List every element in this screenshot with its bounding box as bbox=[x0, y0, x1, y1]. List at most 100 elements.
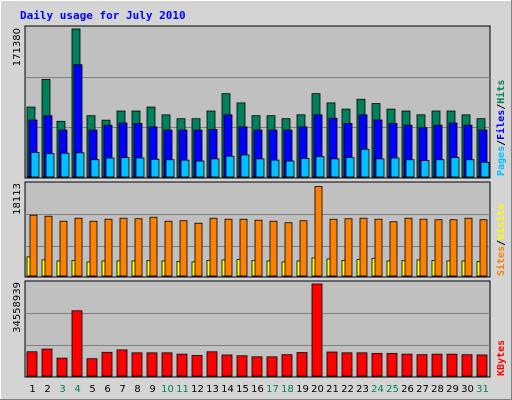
bar-kbytes-day-8 bbox=[131, 352, 143, 377]
bar-pages-day-14 bbox=[225, 155, 235, 178]
bar-pages-day-6 bbox=[105, 157, 115, 178]
bar-kbytes-day-16 bbox=[251, 356, 263, 377]
bar-kbytes-day-27 bbox=[416, 354, 428, 377]
bar-pages-day-11 bbox=[180, 159, 190, 178]
legend-pages: Pages bbox=[496, 146, 507, 176]
bar-kbytes-day-30 bbox=[461, 354, 473, 377]
bar-kbytes-day-31 bbox=[476, 354, 488, 377]
legend-visits: Visits bbox=[495, 204, 507, 240]
bar-pages-day-28 bbox=[435, 159, 445, 178]
x-axis-labels: 1 2 3 4 5 6 7 8 9 10 11 12 13 14 15 16 17 18 19 20 21 22 23 24 2… bbox=[29, 384, 489, 395]
bar-kbytes-day-17 bbox=[266, 356, 278, 377]
chart-title: Daily usage for July 2010 bbox=[20, 9, 186, 22]
bar-sites-day-16 bbox=[254, 219, 263, 277]
bar-sites-day-7 bbox=[119, 217, 128, 277]
bar-pages-day-29 bbox=[450, 157, 460, 178]
bar-sites-day-15 bbox=[239, 218, 248, 277]
bar-sites-day-13 bbox=[209, 217, 218, 277]
bar-sites-day-3 bbox=[59, 220, 68, 277]
bar-kbytes-day-10 bbox=[161, 352, 173, 377]
legend-sep-3: / bbox=[496, 240, 507, 246]
bar-sites-day-10 bbox=[164, 220, 173, 277]
xtick-day-21: 21 bbox=[326, 384, 339, 395]
xtick-day-25: 25 bbox=[386, 384, 399, 395]
bar-kbytes-day-5 bbox=[86, 358, 98, 377]
bar-kbytes-day-14 bbox=[221, 354, 233, 377]
xtick-day-8: 8 bbox=[134, 384, 140, 395]
bar-pages-day-31 bbox=[480, 161, 490, 178]
xtick-day-15: 15 bbox=[236, 384, 249, 395]
bar-sites-day-21 bbox=[329, 218, 338, 277]
bar-kbytes-day-21 bbox=[326, 351, 338, 377]
ytick-bottom-max: 34558939 bbox=[12, 282, 23, 333]
bar-pages-day-22 bbox=[345, 157, 355, 178]
bar-kbytes-day-20 bbox=[311, 283, 323, 377]
bar-sites-day-1 bbox=[29, 214, 38, 277]
xtick-day-31: 31 bbox=[476, 384, 489, 395]
xtick-day-29: 29 bbox=[446, 384, 459, 395]
bar-pages-day-23 bbox=[360, 148, 370, 178]
xtick-day-13: 13 bbox=[206, 384, 219, 395]
bar-pages-day-5 bbox=[90, 159, 100, 178]
bar-kbytes-day-23 bbox=[356, 352, 368, 377]
bar-pages-day-7 bbox=[120, 157, 130, 178]
legend-sep-1: / bbox=[496, 140, 507, 146]
bar-kbytes-day-4 bbox=[71, 310, 83, 377]
bar-sites-day-5 bbox=[89, 220, 98, 277]
xtick-day-7: 7 bbox=[119, 384, 125, 395]
xtick-day-27: 27 bbox=[416, 384, 429, 395]
xtick-day-4: 4 bbox=[74, 384, 80, 395]
bar-sites-day-11 bbox=[179, 220, 188, 277]
bar-sites-day-9 bbox=[149, 216, 158, 277]
xtick-day-24: 24 bbox=[371, 384, 384, 395]
bar-kbytes-day-26 bbox=[401, 353, 413, 377]
xtick-day-26: 26 bbox=[401, 384, 414, 395]
bar-kbytes-day-9 bbox=[146, 352, 158, 377]
bar-pages-day-17 bbox=[270, 159, 280, 178]
xtick-day-22: 22 bbox=[341, 384, 354, 395]
bar-kbytes-day-29 bbox=[446, 353, 458, 377]
xtick-day-10: 10 bbox=[161, 384, 174, 395]
xtick-day-18: 18 bbox=[281, 384, 294, 395]
bar-pages-day-4 bbox=[75, 152, 85, 178]
legend-bottom: KBytes bbox=[496, 340, 507, 376]
bar-sites-day-29 bbox=[449, 219, 458, 277]
bar-pages-day-9 bbox=[150, 158, 160, 178]
xtick-day-5: 5 bbox=[89, 384, 95, 395]
bar-pages-day-19 bbox=[300, 158, 310, 178]
xtick-day-23: 23 bbox=[356, 384, 369, 395]
bar-kbytes-day-24 bbox=[371, 352, 383, 377]
bar-kbytes-day-3 bbox=[56, 357, 68, 377]
xtick-day-30: 30 bbox=[461, 384, 474, 395]
bar-pages-day-30 bbox=[465, 159, 475, 178]
bars-group bbox=[26, 28, 490, 377]
bar-sites-day-12 bbox=[194, 222, 203, 277]
bar-kbytes-day-15 bbox=[236, 355, 248, 377]
bar-sites-day-14 bbox=[224, 218, 233, 277]
bar-pages-day-3 bbox=[60, 152, 70, 178]
bar-sites-day-28 bbox=[434, 219, 443, 277]
legend-middle: Sites/Visits bbox=[495, 204, 507, 276]
bar-pages-day-24 bbox=[375, 158, 385, 178]
bar-kbytes-day-7 bbox=[116, 349, 128, 377]
xtick-day-14: 14 bbox=[221, 384, 234, 395]
bar-sites-day-6 bbox=[104, 218, 113, 277]
bar-sites-day-8 bbox=[134, 218, 143, 277]
xtick-day-3: 3 bbox=[59, 384, 65, 395]
xtick-day-2: 2 bbox=[44, 384, 50, 395]
legend-hits: Hits bbox=[495, 80, 507, 104]
bar-kbytes-day-11 bbox=[176, 353, 188, 377]
bar-pages-day-12 bbox=[195, 160, 205, 178]
legend-top: Pages/Files/Hits bbox=[495, 80, 507, 176]
bar-sites-day-26 bbox=[404, 217, 413, 277]
bar-pages-day-27 bbox=[420, 160, 430, 178]
legend-sep-2: / bbox=[496, 104, 507, 110]
legend-files: Files bbox=[495, 110, 507, 140]
bar-sites-day-17 bbox=[269, 220, 278, 277]
bar-sites-day-20 bbox=[314, 186, 323, 277]
bar-sites-day-31 bbox=[479, 219, 488, 277]
ytick-middle-max: 18113 bbox=[12, 183, 23, 215]
bar-sites-day-4 bbox=[74, 217, 83, 277]
xtick-day-9: 9 bbox=[149, 384, 155, 395]
